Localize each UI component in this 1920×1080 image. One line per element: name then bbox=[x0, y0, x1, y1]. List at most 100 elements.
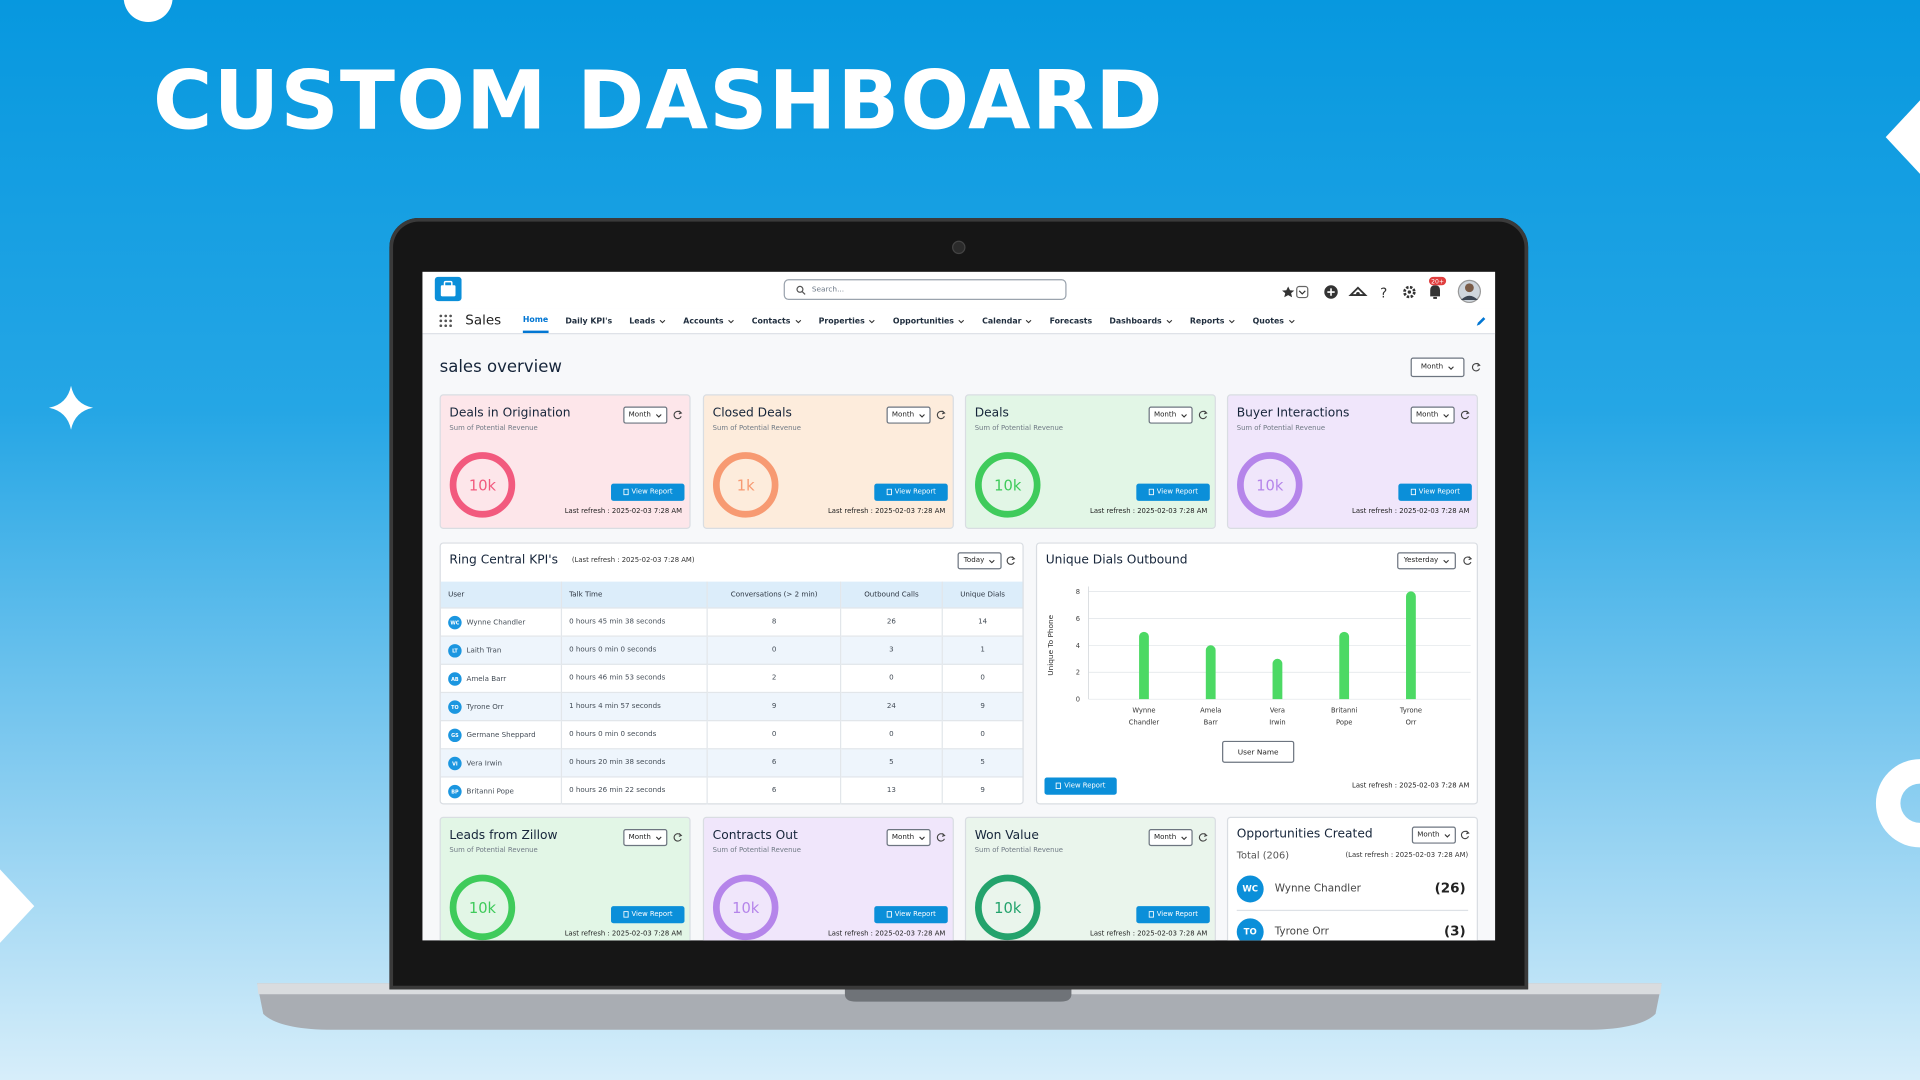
user-cell: VI Vera Irwin bbox=[440, 748, 562, 777]
refresh-icon[interactable] bbox=[672, 409, 683, 420]
refresh-icon[interactable] bbox=[1198, 831, 1209, 842]
ring-value: 10k bbox=[732, 900, 760, 917]
conversations-cell: 6 bbox=[707, 776, 841, 805]
nav-chevron bbox=[728, 319, 734, 323]
conversations-cell: 2 bbox=[707, 663, 841, 693]
app-launcher[interactable] bbox=[438, 313, 453, 328]
outbound-cell: 3 bbox=[840, 635, 943, 665]
ring: 1k bbox=[712, 452, 779, 518]
search-box[interactable]: Search... bbox=[783, 279, 1067, 301]
view-report-button[interactable]: View Report bbox=[1136, 483, 1210, 501]
ring: 10k bbox=[449, 452, 516, 518]
refresh-icon[interactable] bbox=[672, 831, 683, 842]
nav-item[interactable]: Daily KPI's bbox=[565, 309, 612, 333]
period-dropdown[interactable]: Month bbox=[623, 406, 668, 424]
nav-item[interactable]: Calendar bbox=[982, 309, 1032, 333]
view-report-button[interactable]: View Report bbox=[611, 483, 685, 501]
talk-time: 0 hours 0 min 0 seconds bbox=[560, 720, 708, 749]
laptop-base bbox=[257, 983, 1662, 1030]
table-row: WC Wynne Chandler 0 hours 45 min 38 second… bbox=[440, 607, 1023, 637]
view-report-button[interactable]: View Report bbox=[1136, 906, 1210, 924]
nav-item[interactable]: Accounts bbox=[683, 309, 734, 333]
dropdown-label: Month bbox=[1153, 411, 1177, 419]
nav-item[interactable]: Dashboards bbox=[1109, 309, 1172, 333]
outbound-cell: 5 bbox=[840, 748, 943, 777]
view-report-button[interactable]: View Report bbox=[1398, 483, 1472, 501]
period-dropdown[interactable]: Month bbox=[1148, 406, 1193, 424]
edit-nav[interactable] bbox=[1476, 316, 1487, 327]
refresh-icon[interactable] bbox=[1460, 829, 1471, 840]
period-dropdown[interactable]: Month bbox=[1410, 406, 1455, 424]
refresh-icon[interactable] bbox=[936, 831, 947, 842]
nav-item[interactable]: Quotes bbox=[1253, 309, 1295, 333]
user-name: Amela Barr bbox=[466, 675, 507, 683]
last-refresh: Last refresh : 2025-02-03 7:28 AM bbox=[1090, 508, 1208, 516]
nav-label: Daily KPI's bbox=[565, 315, 613, 326]
conversations-cell: 8 bbox=[707, 607, 841, 637]
period-dropdown[interactable]: Yesterday bbox=[1397, 552, 1456, 570]
view-report-button[interactable]: View Report bbox=[1044, 777, 1117, 795]
header-icons[interactable]: ? 20+ bbox=[1273, 276, 1495, 306]
nav-item[interactable]: Properties bbox=[819, 309, 876, 333]
button-label: View Report bbox=[1156, 488, 1198, 496]
report-icon bbox=[623, 488, 629, 496]
button-label: View Report bbox=[631, 488, 673, 496]
dropdown-chevron bbox=[1180, 413, 1187, 418]
ring: 10k bbox=[975, 452, 1041, 518]
dropdown-label: Month bbox=[891, 411, 915, 419]
period-dropdown[interactable]: Today bbox=[957, 552, 1002, 570]
refresh-icon[interactable] bbox=[936, 409, 947, 420]
period-dropdown[interactable]: Month bbox=[1411, 826, 1456, 844]
y-tick-label: 8 bbox=[1076, 588, 1080, 596]
nav-chevron bbox=[1228, 319, 1235, 323]
svg-text:?: ? bbox=[1380, 287, 1387, 302]
nav-chevron bbox=[1166, 319, 1172, 323]
view-report-button[interactable]: View Report bbox=[874, 483, 948, 501]
period-dropdown[interactable]: Month bbox=[886, 828, 931, 847]
period-dropdown[interactable]: Month bbox=[623, 828, 668, 847]
nav-item[interactable]: Contacts bbox=[752, 309, 802, 333]
separator bbox=[1236, 909, 1469, 912]
outbound-cell: 13 bbox=[840, 776, 943, 805]
nav-item[interactable]: Opportunities bbox=[893, 309, 965, 333]
hero-title: CUSTOM DASHBOARD bbox=[153, 53, 1164, 149]
refresh-icon[interactable] bbox=[1471, 361, 1482, 372]
refresh-icon[interactable] bbox=[1460, 409, 1471, 420]
period-dropdown[interactable]: Month bbox=[1410, 357, 1465, 378]
nav-chevron bbox=[794, 319, 801, 323]
x-tick-label: Vera Irwin bbox=[1269, 707, 1285, 727]
refresh-icon[interactable] bbox=[1005, 555, 1016, 566]
period-dropdown[interactable]: Month bbox=[886, 406, 931, 424]
column-header: Outbound Calls bbox=[840, 581, 943, 608]
dashboard: Month Deals in Origination Sum of Potentia… bbox=[422, 272, 1495, 941]
dropdown-label: Month bbox=[628, 411, 651, 419]
refresh-icon[interactable] bbox=[1198, 409, 1209, 420]
panel-refresh: (Last refresh : 2025-02-03 7:28 AM) bbox=[1345, 852, 1469, 860]
y-tick-label: 0 bbox=[1076, 696, 1080, 704]
dropdown-label: Month bbox=[1416, 411, 1439, 419]
ring-value: 10k bbox=[994, 900, 1022, 917]
refresh-icon[interactable] bbox=[1462, 555, 1473, 566]
avatar: WC bbox=[1236, 875, 1264, 903]
view-report-button[interactable]: View Report bbox=[611, 906, 685, 924]
unique-cell: 0 bbox=[941, 663, 1023, 693]
ring: 10k bbox=[975, 874, 1041, 941]
kpi-card: Closed Deals Sum of Potential Revenue Mont… bbox=[702, 394, 954, 529]
unique-cell: 1 bbox=[941, 635, 1023, 665]
ring: 10k bbox=[1237, 452, 1303, 518]
dropdown-label: Today bbox=[963, 557, 985, 565]
nav-item[interactable]: Forecasts bbox=[1050, 309, 1093, 333]
period-dropdown[interactable]: Month bbox=[1148, 828, 1193, 847]
user-cell: TO Tyrone Orr bbox=[440, 691, 562, 721]
nav-item[interactable]: Leads bbox=[629, 309, 666, 333]
last-refresh: Last refresh : 2025-02-03 7:28 AM bbox=[1090, 930, 1208, 938]
nav-chevron bbox=[1025, 319, 1032, 323]
nav-chevron bbox=[659, 319, 666, 323]
nav-item[interactable]: Home bbox=[522, 309, 549, 334]
view-report-button[interactable]: View Report bbox=[874, 906, 948, 924]
conversations-cell: 6 bbox=[707, 748, 841, 777]
dropdown-chevron bbox=[918, 413, 925, 418]
nav-label: Accounts bbox=[683, 315, 724, 326]
nav-item[interactable]: Reports bbox=[1190, 309, 1236, 333]
